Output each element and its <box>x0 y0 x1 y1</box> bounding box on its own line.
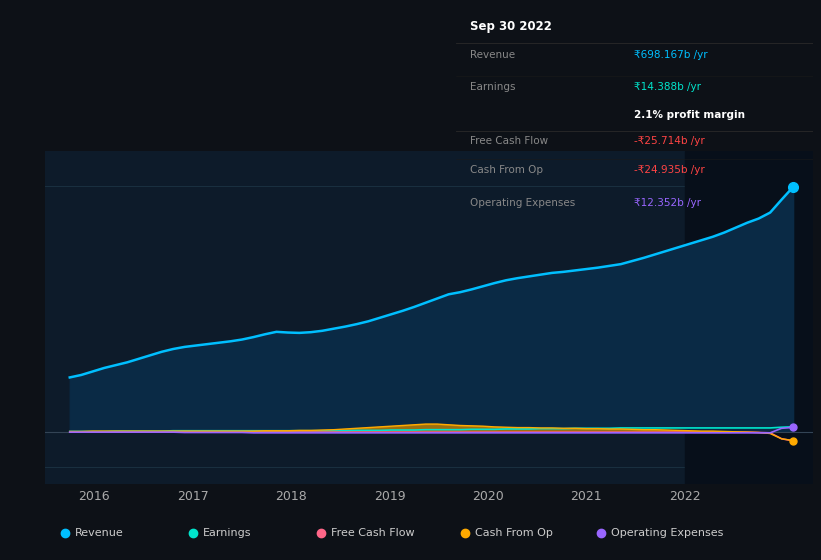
Text: -₹24.935b /yr: -₹24.935b /yr <box>635 165 705 175</box>
Text: ₹14.388b /yr: ₹14.388b /yr <box>635 82 701 92</box>
Text: ₹698.167b /yr: ₹698.167b /yr <box>635 50 708 60</box>
Text: -₹100b: -₹100b <box>0 559 1 560</box>
Text: -₹25.714b /yr: -₹25.714b /yr <box>635 137 705 147</box>
Bar <box>685 151 813 484</box>
Text: Operating Expenses: Operating Expenses <box>470 198 576 208</box>
Text: Operating Expenses: Operating Expenses <box>611 529 723 538</box>
Text: ₹700b: ₹700b <box>0 559 1 560</box>
Text: Cash From Op: Cash From Op <box>475 529 553 538</box>
Text: Free Cash Flow: Free Cash Flow <box>470 137 548 147</box>
Text: Free Cash Flow: Free Cash Flow <box>331 529 415 538</box>
Text: Cash From Op: Cash From Op <box>470 165 543 175</box>
Text: Sep 30 2022: Sep 30 2022 <box>470 20 552 33</box>
Text: Earnings: Earnings <box>203 529 251 538</box>
Text: Revenue: Revenue <box>470 50 515 60</box>
Text: 2.1% profit margin: 2.1% profit margin <box>635 110 745 120</box>
Text: ₹0: ₹0 <box>0 559 1 560</box>
Text: Earnings: Earnings <box>470 82 516 92</box>
Text: ₹12.352b /yr: ₹12.352b /yr <box>635 198 701 208</box>
Text: Revenue: Revenue <box>75 529 123 538</box>
